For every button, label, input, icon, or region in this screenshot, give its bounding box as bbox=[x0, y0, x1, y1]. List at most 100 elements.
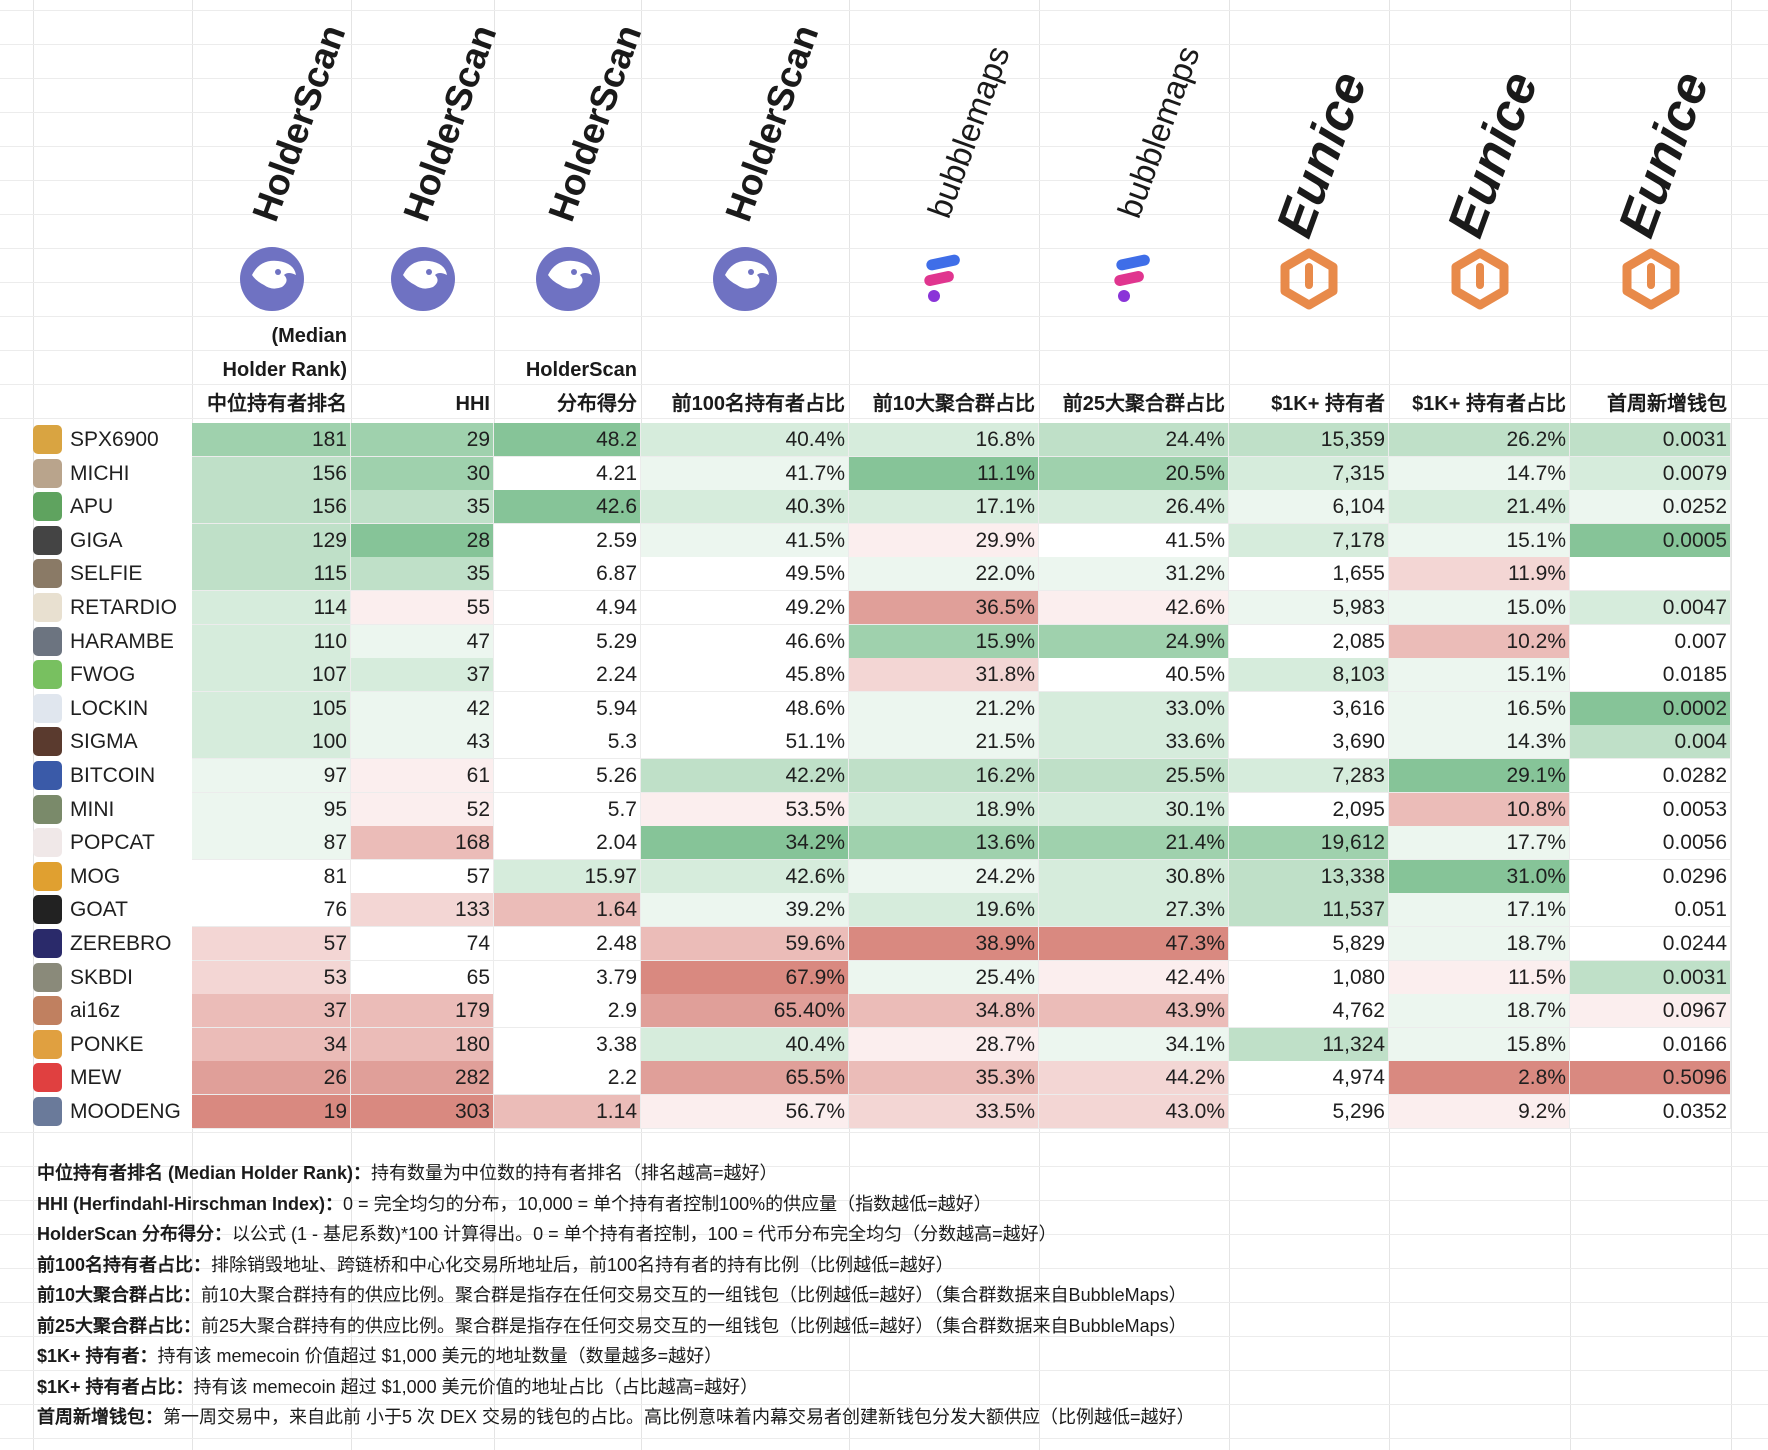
table-cell bbox=[192, 960, 351, 995]
cell-value: 18.7% bbox=[1506, 999, 1566, 1023]
table-cell bbox=[849, 893, 1039, 928]
cell-value: 7,283 bbox=[1332, 764, 1385, 787]
cell-value: 181 bbox=[311, 428, 347, 451]
table-cell bbox=[1389, 591, 1570, 625]
grid-column-line bbox=[33, 0, 34, 1450]
grid-row-line bbox=[0, 214, 1768, 215]
table-cell bbox=[849, 792, 1039, 827]
cell-value: 52 bbox=[466, 797, 490, 821]
cell-value: 40.4% bbox=[785, 1032, 845, 1056]
cell-value: 13,338 bbox=[1320, 864, 1385, 888]
eunice-brand-name: Eunice bbox=[1436, 64, 1549, 245]
definition-term: 前10大聚合群占比： bbox=[37, 1285, 202, 1305]
cell-value: 1,655 bbox=[1332, 562, 1385, 586]
table-cell bbox=[1570, 893, 1731, 928]
table-cell bbox=[351, 960, 494, 995]
cell-value: 65.40% bbox=[773, 999, 845, 1023]
token-avatar bbox=[33, 794, 62, 824]
cell-value: 57 bbox=[323, 932, 347, 955]
cell-value: 11.5% bbox=[1508, 965, 1566, 989]
table-cell bbox=[1389, 423, 1570, 457]
token-name: HARAMBE bbox=[70, 629, 174, 653]
table-cell bbox=[494, 423, 641, 457]
cell-value: 0.0244 bbox=[1662, 932, 1727, 955]
cell-value: 16.5% bbox=[1506, 696, 1566, 720]
table-cell bbox=[1570, 927, 1731, 961]
cell-value: 31.2% bbox=[1165, 562, 1225, 586]
cell-value: 47.3% bbox=[1165, 932, 1225, 955]
table-cell bbox=[1570, 691, 1731, 726]
table-cell bbox=[351, 624, 494, 659]
cell-value: 1.64 bbox=[596, 898, 637, 922]
table-cell bbox=[1039, 557, 1229, 592]
table-cell bbox=[641, 994, 849, 1029]
cell-value: 3,616 bbox=[1332, 696, 1385, 720]
table-cell bbox=[849, 624, 1039, 659]
definition-note: 前10大聚合群占比：前10大聚合群持有的供应比例。聚合群是指存在任何交易交互的一… bbox=[37, 1280, 1187, 1310]
table-cell bbox=[351, 725, 494, 760]
table-cell bbox=[1570, 759, 1731, 793]
table-cell bbox=[641, 725, 849, 760]
column-header-line: Holder Rank) bbox=[222, 359, 347, 381]
grid-row-line bbox=[0, 1302, 1768, 1303]
table-cell bbox=[494, 826, 641, 861]
cell-value: 46.6% bbox=[785, 629, 845, 653]
cell-value: 4,762 bbox=[1332, 999, 1385, 1023]
cell-value: 180 bbox=[454, 1032, 490, 1056]
cell-value: 4.94 bbox=[596, 596, 637, 619]
cell-value: 56.7% bbox=[785, 1100, 845, 1123]
holderscan-logo bbox=[389, 245, 457, 313]
table-cell bbox=[1570, 523, 1731, 558]
token-name: GIGA bbox=[70, 528, 123, 552]
table-cell bbox=[849, 490, 1039, 525]
table-cell bbox=[1389, 927, 1570, 961]
cell-value: 1.14 bbox=[596, 1100, 637, 1123]
grid-row-line bbox=[0, 1200, 1768, 1201]
cell-value: 14.7% bbox=[1506, 461, 1566, 485]
cell-value: 47 bbox=[466, 629, 490, 653]
table-cell bbox=[641, 523, 849, 558]
holderscan-mark bbox=[713, 247, 777, 311]
table-cell bbox=[1389, 859, 1570, 894]
cell-value: 5.26 bbox=[596, 764, 637, 787]
cell-value: 21.5% bbox=[975, 730, 1035, 754]
grid-row-line bbox=[0, 1370, 1768, 1371]
table-cell bbox=[1570, 859, 1731, 894]
cell-value: 6,104 bbox=[1332, 495, 1385, 519]
cell-value: 115 bbox=[313, 562, 347, 586]
token-name: GOAT bbox=[70, 898, 128, 922]
definition-term: $1K+ 持有者占比： bbox=[37, 1376, 194, 1397]
cell-value: 26 bbox=[323, 1066, 347, 1090]
cell-value: 33.0% bbox=[1165, 696, 1225, 720]
table-cell bbox=[494, 691, 641, 726]
table-cell bbox=[1039, 490, 1229, 525]
table-cell bbox=[849, 1061, 1039, 1096]
cell-value: 97 bbox=[323, 764, 347, 787]
cell-value: 0.0296 bbox=[1662, 864, 1727, 888]
token-name: SELFIE bbox=[70, 562, 143, 586]
token-avatar bbox=[33, 525, 62, 555]
token-avatar bbox=[33, 861, 62, 891]
cell-value: 18.9% bbox=[975, 797, 1035, 821]
cell-value: 25.5% bbox=[1165, 764, 1225, 787]
table-cell bbox=[351, 557, 494, 592]
table-cell bbox=[641, 557, 849, 592]
cell-value: 0.0079 bbox=[1662, 461, 1727, 485]
cell-value: 41.7% bbox=[785, 461, 845, 485]
cell-value: 29.9% bbox=[975, 528, 1035, 552]
grid-row-line bbox=[0, 146, 1768, 147]
token-avatar bbox=[33, 929, 62, 958]
table-cell bbox=[1570, 725, 1731, 760]
cell-value: 16.8% bbox=[975, 428, 1035, 451]
cell-value: 0.0967 bbox=[1662, 999, 1727, 1023]
cell-value: 41.5% bbox=[1165, 528, 1225, 552]
table-cell bbox=[192, 994, 351, 1029]
table-cell bbox=[494, 523, 641, 558]
table-cell bbox=[192, 624, 351, 659]
bubblemaps-brand-name: bubblemaps bbox=[920, 41, 1017, 223]
grid-row-line bbox=[0, 1336, 1768, 1337]
definition-note: $1K+ 持有者：持有该 memecoin 价值超过 $1,000 美元的地址数… bbox=[37, 1341, 722, 1371]
table-cell bbox=[494, 1027, 641, 1062]
table-cell bbox=[641, 1027, 849, 1062]
cell-value: 2.24 bbox=[596, 663, 637, 687]
